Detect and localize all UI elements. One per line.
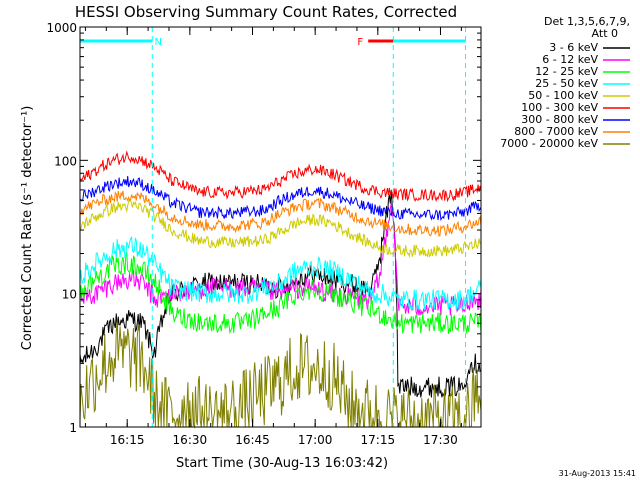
chart-title: HESSI Observing Summary Count Rates, Cor… xyxy=(75,3,457,21)
y-tick-label: 1 xyxy=(69,421,77,435)
x-tick-label: 17:30 xyxy=(423,433,458,447)
annotation-label-f: F xyxy=(357,37,363,48)
legend-entry-label: 100 - 300 keV xyxy=(521,101,598,114)
x-tick-label: 16:15 xyxy=(110,433,145,447)
series-line-4 xyxy=(79,236,482,312)
plot-frame xyxy=(79,26,482,428)
x-tick-label: 17:15 xyxy=(361,433,396,447)
series-line-1 xyxy=(79,190,482,399)
series-line-8 xyxy=(79,190,482,237)
legend-header-line1: Det 1,3,5,6,7,9, xyxy=(544,15,630,28)
legend-entry-label: 300 - 800 keV xyxy=(521,113,598,126)
x-axis-label: Start Time (30-Aug-13 16:03:42) xyxy=(176,456,388,471)
legend-entry-label: 3 - 6 keV xyxy=(549,41,598,54)
legend-entry-label: 7000 - 20000 keV xyxy=(500,137,598,150)
series-line-3 xyxy=(79,251,482,335)
timestamp: 31-Aug-2013 15:41 xyxy=(559,469,636,478)
x-tick-label: 16:30 xyxy=(173,433,208,447)
y-tick-label: 100 xyxy=(54,154,77,168)
annotation-label-n: N xyxy=(155,37,162,48)
legend-header-line2: Att 0 xyxy=(592,27,618,40)
legend-entry-label: 6 - 12 keV xyxy=(542,53,598,66)
y-axis-label: Corrected Count Rate (s⁻¹ detector⁻¹) xyxy=(20,106,35,351)
series-layer xyxy=(79,150,482,429)
x-tick-label: 17:00 xyxy=(298,433,333,447)
series-line-6 xyxy=(79,150,482,203)
legend-entry-label: 800 - 7000 keV xyxy=(514,125,598,138)
series-line-7 xyxy=(79,176,482,222)
y-tick-label: 1000 xyxy=(46,21,77,35)
axis-layer: 1 10 100 1000 16:15 16:30 16:45 17:00 17:15 17:30 xyxy=(46,21,482,447)
y-tick-label: 10 xyxy=(62,288,77,302)
series-line-9 xyxy=(79,320,482,429)
legend-entry-label: 25 - 50 keV xyxy=(535,77,598,90)
legend-entry-label: 50 - 100 keV xyxy=(528,89,598,102)
x-tick-label: 16:45 xyxy=(235,433,270,447)
legend-entry-label: 12 - 25 keV xyxy=(535,65,598,78)
series-line-5 xyxy=(79,199,482,259)
